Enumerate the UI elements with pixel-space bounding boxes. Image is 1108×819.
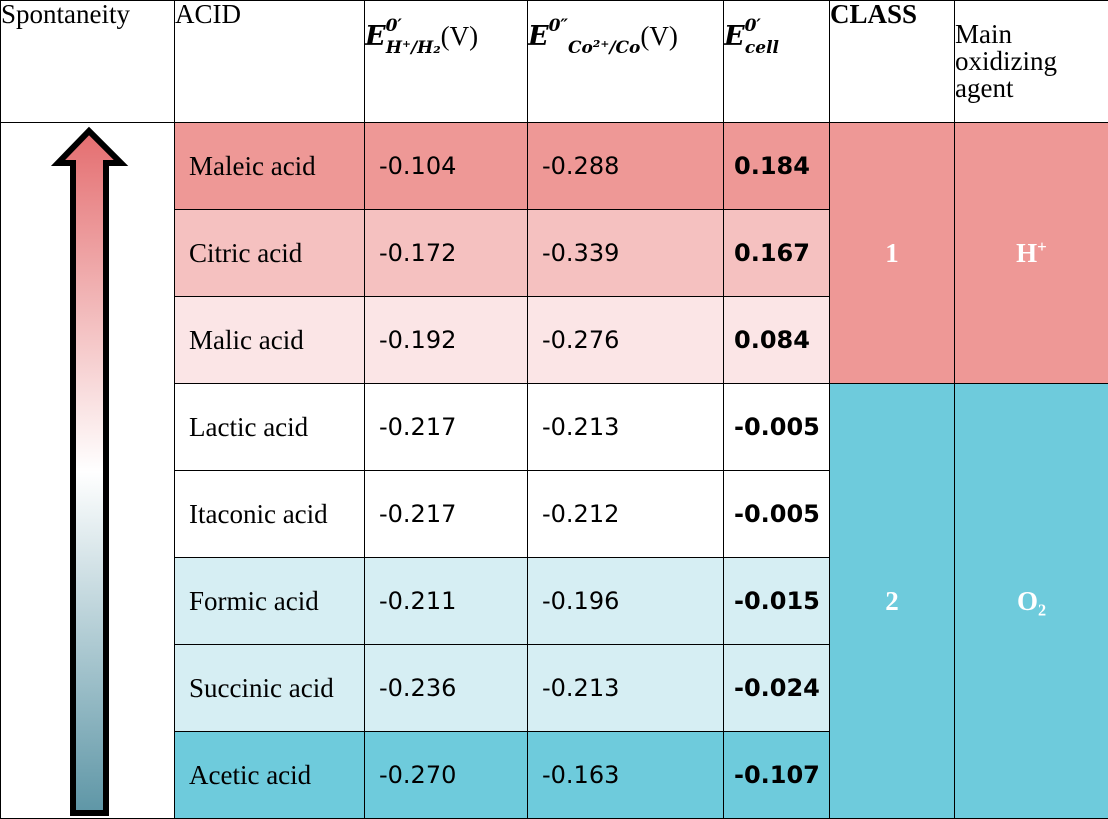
e-h-value: -0.217 xyxy=(364,470,528,558)
e-co-value: -0.339 xyxy=(527,209,724,297)
e-h-value: -0.192 xyxy=(364,296,528,384)
e-cell-value: 0.167 xyxy=(723,209,830,297)
e-h-value: -0.236 xyxy=(364,644,528,732)
e-co-value: -0.213 xyxy=(527,383,724,471)
header-e-cell: E0′cell xyxy=(723,0,830,123)
e-co-value: -0.163 xyxy=(527,731,724,819)
table-row: Itaconic acid -0.217 -0.212 -0.005 xyxy=(1,470,1108,558)
header-row: Spontaneity ACID E0′H⁺/H₂(V) E0″Co²⁺/Co(… xyxy=(0,0,1108,123)
acid-name: Itaconic acid xyxy=(174,470,365,558)
table-row: Formic acid -0.211 -0.196 -0.015 xyxy=(1,557,1108,645)
e-h-value: -0.270 xyxy=(364,731,528,819)
e-h-value: -0.172 xyxy=(364,209,528,297)
header-spontaneity: Spontaneity xyxy=(0,0,175,123)
e-co-value: -0.212 xyxy=(527,470,724,558)
header-e-h: E0′H⁺/H₂(V) xyxy=(364,0,528,123)
agent-o2-cell: O₂ xyxy=(954,383,1108,819)
e-co-value: -0.288 xyxy=(527,122,724,210)
agent-h-cell: H+ xyxy=(954,122,1108,384)
e-cell-value: -0.107 xyxy=(723,731,830,819)
acid-name: Citric acid xyxy=(174,209,365,297)
e-cell-value: -0.015 xyxy=(723,557,830,645)
table-row: Acetic acid -0.270 -0.163 -0.107 xyxy=(1,731,1108,819)
e-h-value: -0.104 xyxy=(364,122,528,210)
e-h-value: -0.217 xyxy=(364,383,528,471)
acid-name: Acetic acid xyxy=(174,731,365,819)
table-row: Citric acid -0.172 -0.339 0.167 xyxy=(1,209,1108,297)
header-e-co: E0″Co²⁺/Co(V) xyxy=(527,0,724,123)
acid-name: Lactic acid xyxy=(174,383,365,471)
e-cell-value: -0.024 xyxy=(723,644,830,732)
e-h-value: -0.211 xyxy=(364,557,528,645)
acid-name: Malic acid xyxy=(174,296,365,384)
table-row: Lactic acid -0.217 -0.213 -0.005 2 O₂ xyxy=(1,383,1108,819)
e-cell-value: -0.005 xyxy=(723,470,830,558)
header-class: CLASS xyxy=(829,0,955,123)
e-co-value: -0.196 xyxy=(527,557,724,645)
up-arrow-icon xyxy=(50,126,129,816)
e-co-value: -0.213 xyxy=(527,644,724,732)
table-row: Malic acid -0.192 -0.276 0.084 xyxy=(1,296,1108,384)
spontaneity-arrow-cell xyxy=(0,122,175,819)
acid-name: Formic acid xyxy=(174,557,365,645)
acid-name: Succinic acid xyxy=(174,644,365,732)
e-cell-value: 0.184 xyxy=(723,122,830,210)
class-1-cell: 1 xyxy=(829,122,955,384)
table-row: Maleic acid -0.104 -0.288 0.184 1 H+ xyxy=(0,122,1108,819)
table-row: Succinic acid -0.236 -0.213 -0.024 xyxy=(1,644,1108,732)
acid-name: Maleic acid xyxy=(174,122,365,210)
e-cell-value: -0.005 xyxy=(723,383,830,471)
e-cell-value: 0.084 xyxy=(723,296,830,384)
e-co-value: -0.276 xyxy=(527,296,724,384)
header-oxidizing-agent: Main oxidizing agent xyxy=(954,0,1108,123)
header-acid: ACID xyxy=(174,0,365,123)
class-2-cell: 2 xyxy=(829,383,955,819)
